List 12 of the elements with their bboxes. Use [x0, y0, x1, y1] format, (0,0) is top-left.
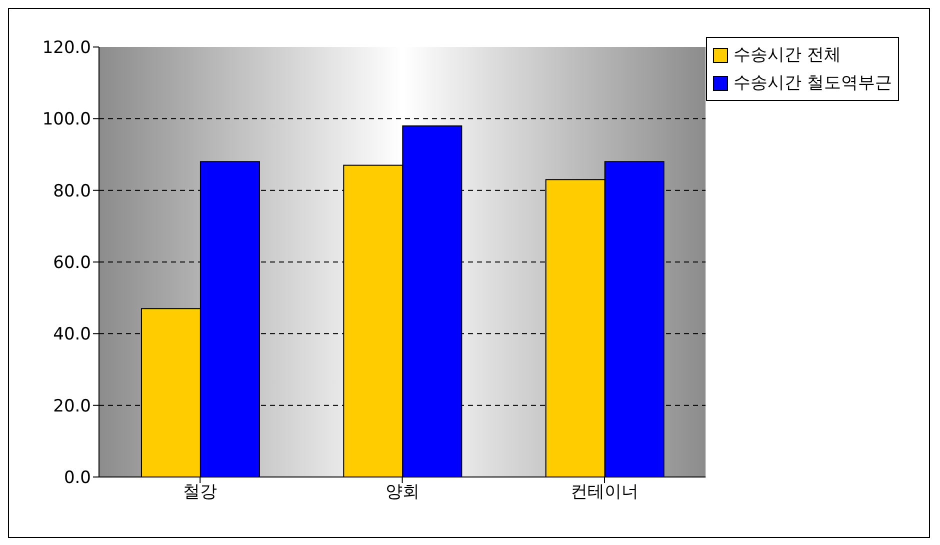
y-tick-label: 40.0	[53, 324, 91, 345]
x-tick-label: 컨테이너	[570, 482, 638, 502]
x-tick-label: 양회	[385, 482, 420, 502]
y-tick-label: 80.0	[53, 181, 91, 202]
y-tick-label: 120.0	[42, 38, 91, 58]
legend-label: 수송시간 전체	[734, 44, 841, 67]
y-tick-label: 100.0	[42, 110, 91, 130]
x-tick-label: 철강	[183, 482, 218, 502]
y-tick-label: 20.0	[53, 396, 91, 416]
y-tick-label: 60.0	[53, 253, 91, 274]
legend-label: 수송시간 철도역부근	[734, 72, 892, 95]
y-tick-label: 0.0	[64, 468, 91, 488]
